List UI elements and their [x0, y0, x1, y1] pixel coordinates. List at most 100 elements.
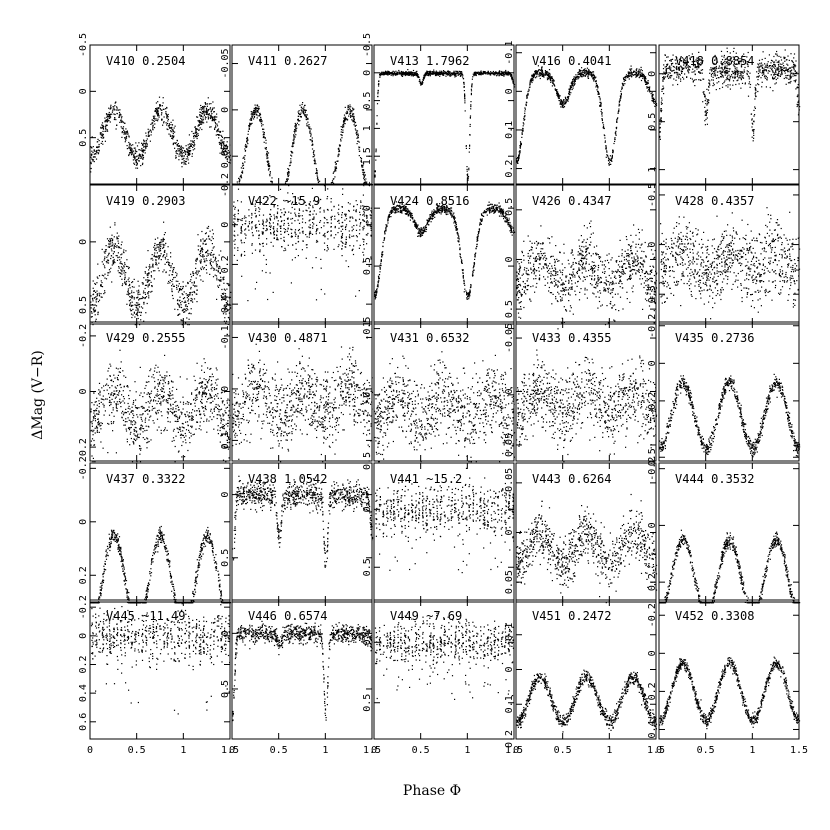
data-point	[688, 72, 690, 74]
data-point	[90, 167, 92, 170]
data-point	[553, 80, 555, 82]
data-point	[618, 110, 620, 112]
data-point	[206, 103, 208, 105]
data-point	[189, 153, 191, 155]
data-point	[715, 77, 718, 79]
data-point	[676, 72, 678, 74]
data-point	[582, 73, 584, 76]
data-point	[469, 117, 471, 119]
data-point	[200, 268, 202, 271]
data-point	[576, 76, 578, 78]
data-point	[227, 309, 229, 311]
data-point	[735, 52, 737, 54]
data-point	[606, 151, 608, 153]
data-point	[175, 155, 177, 157]
data-point	[549, 77, 552, 79]
data-point	[252, 111, 254, 113]
data-point	[764, 77, 766, 79]
data-point	[646, 82, 648, 84]
data-point	[248, 128, 250, 130]
data-point	[567, 97, 569, 99]
data-point	[647, 81, 649, 83]
data-point	[356, 143, 358, 145]
data-point	[585, 72, 587, 74]
data-point	[387, 74, 389, 76]
data-point	[202, 280, 204, 282]
data-point	[645, 81, 647, 83]
data-point	[764, 75, 766, 77]
data-point	[593, 75, 595, 77]
data-point	[421, 83, 423, 85]
data-point	[186, 155, 188, 157]
data-point	[190, 140, 192, 142]
data-point	[775, 69, 777, 71]
data-point	[294, 136, 296, 138]
data-point	[731, 74, 733, 76]
data-point	[638, 68, 640, 70]
data-point	[123, 122, 125, 124]
data-point	[567, 97, 569, 99]
data-point	[209, 116, 212, 118]
data-point	[302, 108, 304, 110]
data-point	[535, 71, 537, 73]
data-point	[313, 153, 315, 155]
data-point	[187, 150, 189, 152]
data-point	[537, 70, 539, 72]
data-point	[90, 156, 92, 158]
data-point	[389, 72, 391, 74]
data-point	[574, 79, 576, 81]
data-point	[413, 74, 415, 76]
data-point	[538, 72, 540, 74]
data-point	[172, 130, 174, 132]
data-point	[568, 90, 571, 92]
data-point	[627, 75, 629, 77]
data-point	[299, 120, 301, 122]
data-point	[652, 95, 654, 97]
data-point	[721, 75, 723, 77]
data-point	[569, 87, 571, 89]
data-point	[363, 177, 365, 179]
data-point	[547, 77, 550, 79]
data-point	[538, 69, 540, 71]
data-point	[104, 140, 106, 142]
data-point	[578, 71, 580, 73]
data-point	[585, 70, 587, 72]
data-point	[594, 76, 596, 78]
data-point	[365, 178, 367, 180]
data-point	[549, 74, 551, 76]
data-point	[121, 271, 123, 273]
data-point	[189, 151, 191, 153]
data-point	[201, 266, 204, 268]
data-point	[130, 149, 132, 151]
data-point	[165, 113, 167, 115]
data-point	[645, 78, 647, 80]
data-point	[218, 142, 220, 144]
data-point	[681, 60, 683, 62]
data-point	[519, 141, 522, 143]
data-point	[742, 77, 745, 79]
data-point	[726, 65, 728, 67]
data-point	[128, 136, 130, 138]
data-point	[197, 270, 199, 272]
data-point	[505, 71, 507, 73]
data-point	[302, 102, 304, 104]
data-point	[187, 154, 189, 156]
data-point	[287, 175, 289, 177]
data-point	[192, 149, 194, 151]
data-point	[534, 72, 537, 74]
data-point	[239, 176, 241, 178]
data-point	[207, 110, 209, 112]
data-point	[695, 66, 697, 68]
data-point	[193, 290, 195, 293]
data-point	[676, 57, 678, 59]
data-point	[220, 134, 222, 136]
data-point	[377, 90, 379, 92]
data-point	[404, 74, 406, 77]
data-point	[489, 73, 491, 75]
data-point	[211, 229, 214, 231]
data-point	[264, 137, 266, 139]
data-point	[424, 72, 427, 74]
data-point	[791, 60, 793, 62]
data-point	[758, 68, 760, 70]
data-point	[226, 288, 228, 290]
